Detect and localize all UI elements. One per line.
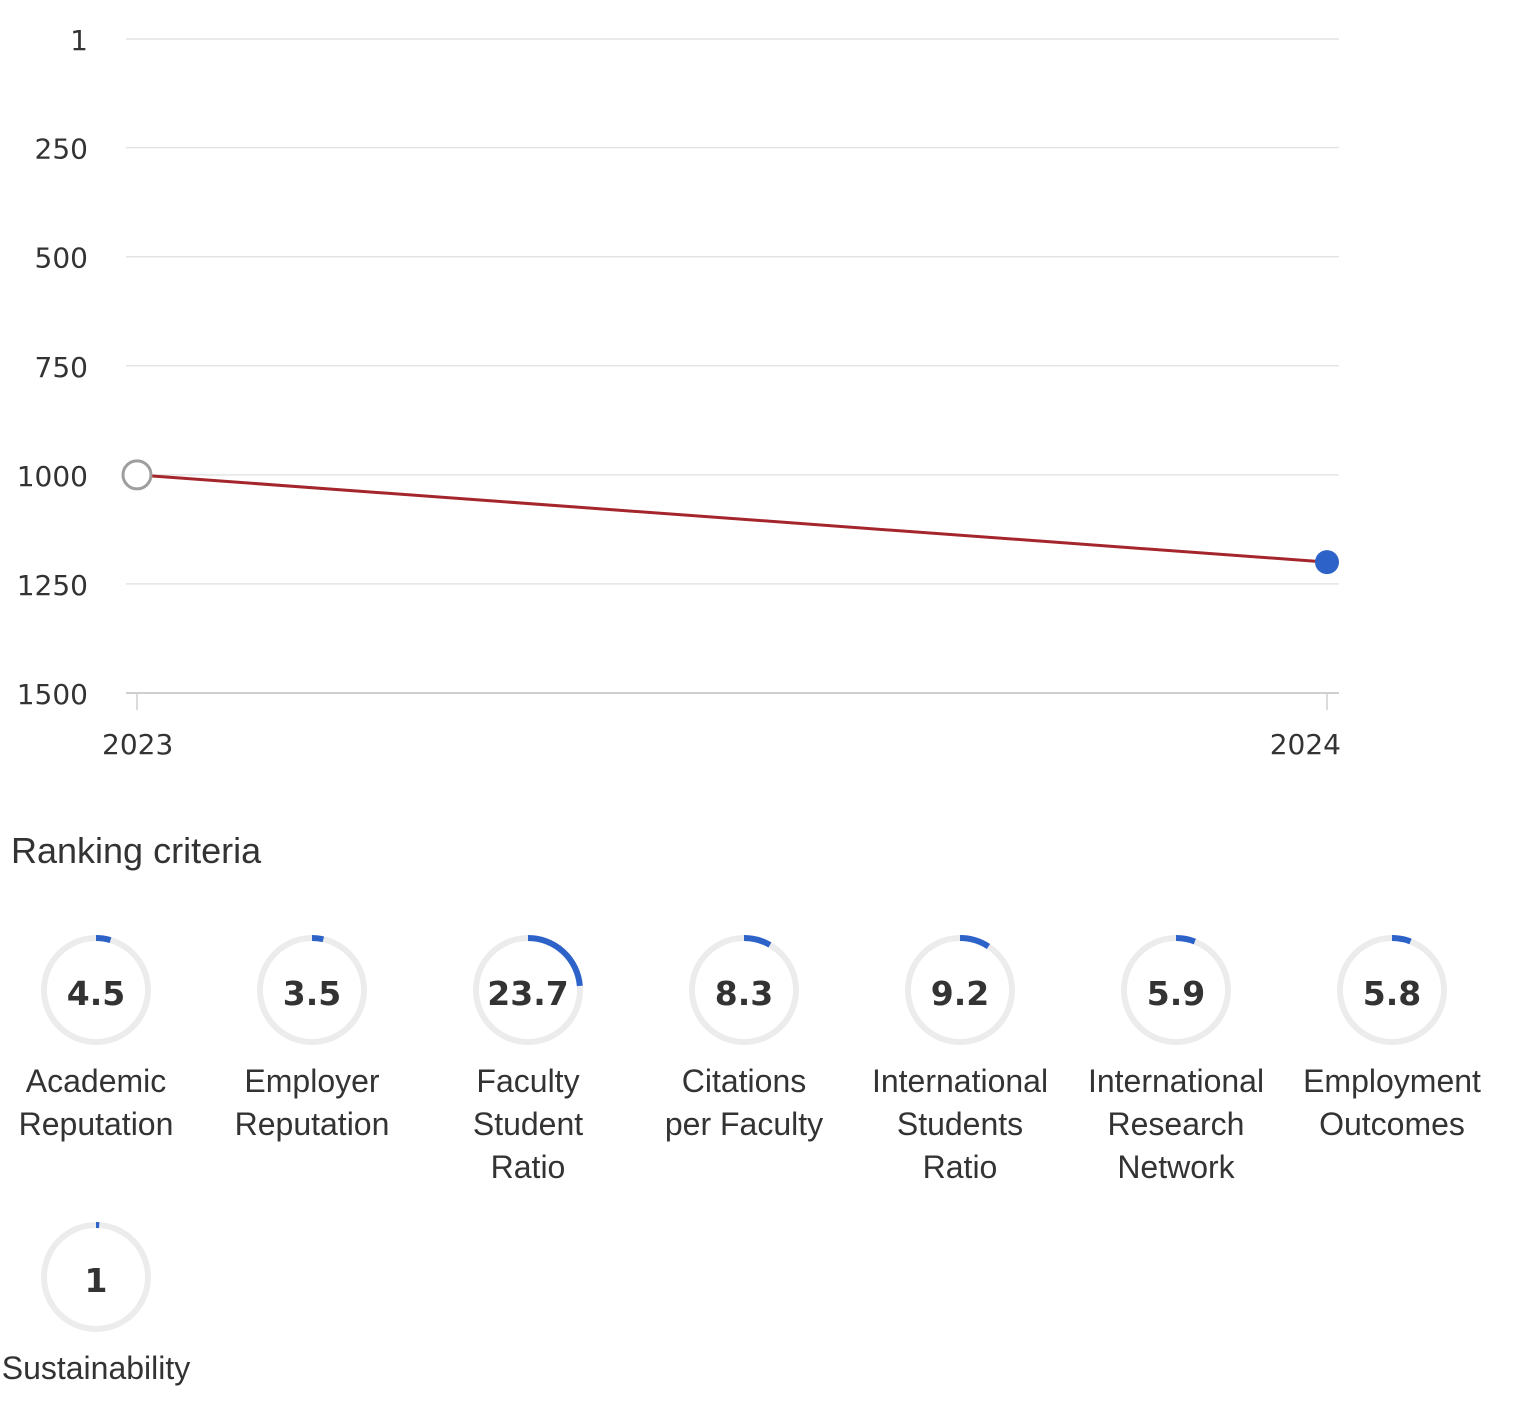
x-tick-label: 2023 (102, 728, 173, 761)
criterion-score: 9.2 (930, 974, 990, 1013)
chart-gridlines (126, 38, 1339, 694)
criterion-label: Employment Outcomes (1303, 1063, 1481, 1142)
criterion-item: 3.5 Employer Reputation (204, 930, 420, 1146)
criterion-score: 5.8 (1362, 974, 1422, 1013)
score-ring-arc (41, 1222, 151, 1332)
score-ring-arc (41, 935, 151, 1045)
criterion-score: 8.3 (714, 974, 774, 1013)
criterion-label: International Research Network (1087, 1063, 1265, 1185)
y-tick-label: 500 (35, 242, 88, 275)
criterion-item: 9.2 International Students Ratio (852, 930, 1068, 1189)
criterion-score: 23.7 (487, 974, 569, 1013)
criterion-score: 5.9 (1146, 974, 1206, 1013)
y-tick-label: 1250 (17, 569, 88, 602)
score-ring-arc (1121, 935, 1231, 1045)
criterion-item: 1 Sustainability (0, 1217, 204, 1390)
chart-points[interactable] (121, 459, 1339, 575)
criterion-score-ring: 5.8 (1332, 930, 1452, 1050)
score-ring-graphic (257, 935, 367, 1045)
criterion-item: 23.7 Faculty Student Ratio (420, 930, 636, 1189)
score-ring-arc (257, 935, 367, 1045)
criterion-score-ring: 23.7 (468, 930, 588, 1050)
criterion-score-ring: 9.2 (900, 930, 1020, 1050)
criterion-label: Sustainability (1, 1350, 191, 1386)
criterion-label: Employer Reputation (234, 1063, 390, 1142)
criterion-label: Citations per Faculty (664, 1063, 824, 1142)
criterion-score-ring: 3.5 (252, 930, 372, 1050)
criterion-score-ring: 1 (36, 1217, 156, 1337)
criterion-item: 5.9 International Research Network (1068, 930, 1284, 1189)
ranking-criteria-title: Ranking criteria (11, 830, 262, 871)
score-ring-arc (905, 935, 1015, 1045)
criterion-item: 4.5 Academic Reputation (0, 930, 204, 1146)
score-ring-graphic (1337, 935, 1447, 1045)
criterion-label: Academic Reputation (18, 1063, 174, 1142)
criterion-score: 4.5 (66, 974, 126, 1013)
rank-series-line (136, 473, 1328, 564)
chart-series (136, 473, 1328, 564)
score-ring-graphic (473, 935, 583, 1045)
y-tick-label: 1 (70, 24, 88, 57)
score-ring-graphic (41, 935, 151, 1045)
score-ring-arc (1337, 935, 1447, 1045)
score-ring-graphic (689, 935, 799, 1045)
criterion-score-ring: 4.5 (36, 930, 156, 1050)
criterion-score-ring: 8.3 (684, 930, 804, 1050)
criterion-score-ring: 5.9 (1116, 930, 1236, 1050)
criterion-label: Faculty Student Ratio (472, 1063, 584, 1185)
criterion-item: 8.3 Citations per Faculty (636, 930, 852, 1146)
ranking-criteria-list: 4.5 Academic Reputation 3.5 Employer Reputa… (0, 930, 1536, 1410)
y-tick-label: 1000 (17, 460, 88, 493)
criterion-item: 5.8 Employment Outcomes (1284, 930, 1500, 1146)
score-ring-arc (689, 935, 799, 1045)
y-tick-label: 750 (35, 351, 88, 384)
y-tick-label: 1500 (17, 678, 88, 711)
criterion-score: 1 (84, 1261, 108, 1300)
y-tick-label: 250 (35, 133, 88, 166)
data-point-2023[interactable] (121, 459, 153, 491)
score-ring-graphic (905, 935, 1015, 1045)
score-ring-graphic (1121, 935, 1231, 1045)
criterion-label: International Students Ratio (871, 1063, 1049, 1185)
criterion-score: 3.5 (282, 974, 342, 1013)
score-ring-graphic (41, 1222, 151, 1332)
score-ring-arc (473, 935, 583, 1045)
x-tick-label: 2024 (1270, 728, 1341, 761)
data-point-2024[interactable] (1315, 550, 1339, 575)
